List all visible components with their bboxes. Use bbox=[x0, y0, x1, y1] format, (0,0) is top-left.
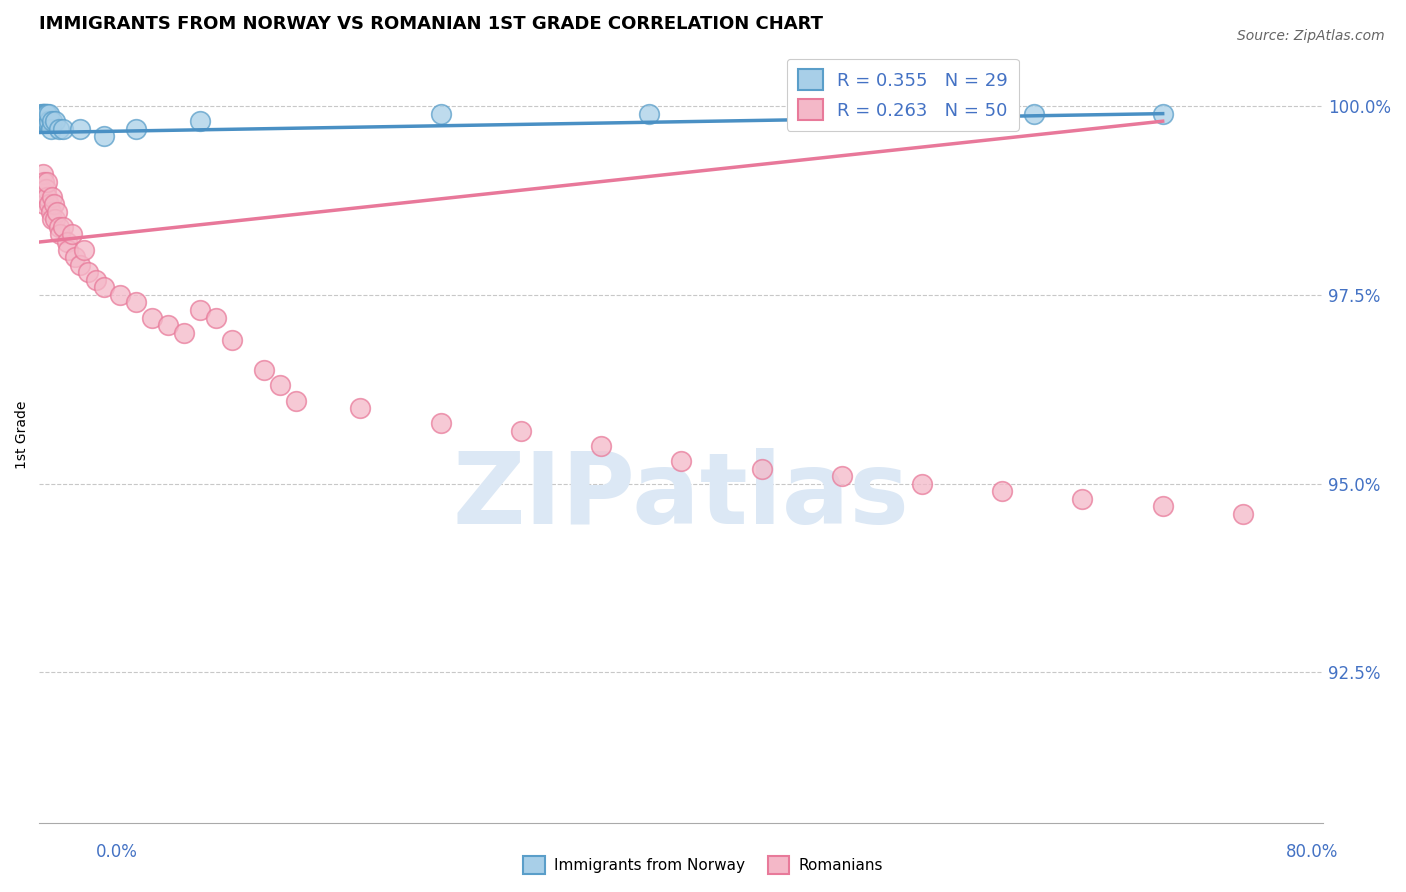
Point bbox=[285, 393, 308, 408]
Point bbox=[32, 106, 55, 120]
Point bbox=[32, 197, 55, 211]
Point bbox=[1071, 491, 1094, 506]
Point bbox=[41, 114, 63, 128]
Point bbox=[141, 310, 163, 325]
Point bbox=[188, 114, 211, 128]
Point bbox=[46, 204, 69, 219]
Text: 80.0%: 80.0% bbox=[1286, 843, 1339, 861]
Point bbox=[39, 121, 62, 136]
Point bbox=[58, 243, 80, 257]
Point bbox=[39, 204, 62, 219]
Point bbox=[32, 175, 55, 189]
Point bbox=[37, 106, 59, 120]
Point bbox=[48, 121, 70, 136]
Point bbox=[429, 416, 451, 430]
Point bbox=[49, 227, 72, 242]
Legend: Immigrants from Norway, Romanians: Immigrants from Norway, Romanians bbox=[517, 850, 889, 880]
Point bbox=[37, 190, 59, 204]
Point bbox=[42, 197, 65, 211]
Point bbox=[38, 197, 60, 211]
Point bbox=[35, 106, 58, 120]
Point bbox=[269, 378, 291, 392]
Point bbox=[205, 310, 228, 325]
Point bbox=[32, 114, 55, 128]
Point bbox=[93, 129, 115, 144]
Point bbox=[349, 401, 371, 416]
Point bbox=[108, 288, 131, 302]
Point bbox=[1152, 106, 1174, 120]
Point bbox=[76, 265, 98, 279]
Point bbox=[38, 114, 60, 128]
Point bbox=[31, 106, 53, 120]
Point bbox=[35, 182, 58, 196]
Point bbox=[44, 212, 66, 227]
Point bbox=[911, 476, 934, 491]
Point bbox=[37, 114, 59, 128]
Point bbox=[671, 454, 693, 468]
Point bbox=[31, 167, 53, 181]
Text: 0.0%: 0.0% bbox=[96, 843, 138, 861]
Point bbox=[31, 106, 53, 120]
Point bbox=[52, 121, 75, 136]
Point bbox=[31, 114, 53, 128]
Point bbox=[429, 106, 451, 120]
Text: Source: ZipAtlas.com: Source: ZipAtlas.com bbox=[1237, 29, 1385, 43]
Point bbox=[48, 219, 70, 234]
Y-axis label: 1st Grade: 1st Grade bbox=[15, 401, 30, 469]
Point bbox=[55, 235, 77, 249]
Point bbox=[69, 121, 91, 136]
Point bbox=[173, 326, 195, 340]
Point bbox=[221, 333, 243, 347]
Point bbox=[30, 182, 52, 196]
Point bbox=[41, 212, 63, 227]
Point bbox=[30, 114, 52, 128]
Point bbox=[52, 219, 75, 234]
Point bbox=[37, 175, 59, 189]
Point bbox=[44, 114, 66, 128]
Point bbox=[73, 243, 96, 257]
Point bbox=[589, 439, 612, 453]
Point bbox=[35, 106, 58, 120]
Point bbox=[1024, 106, 1046, 120]
Point bbox=[831, 106, 853, 120]
Point bbox=[638, 106, 661, 120]
Point bbox=[84, 273, 107, 287]
Point bbox=[69, 258, 91, 272]
Text: ZIPatlas: ZIPatlas bbox=[453, 449, 910, 545]
Point bbox=[509, 424, 531, 438]
Point bbox=[32, 106, 55, 120]
Point bbox=[253, 363, 276, 377]
Text: IMMIGRANTS FROM NORWAY VS ROMANIAN 1ST GRADE CORRELATION CHART: IMMIGRANTS FROM NORWAY VS ROMANIAN 1ST G… bbox=[39, 15, 824, 33]
Point bbox=[188, 303, 211, 318]
Point bbox=[41, 190, 63, 204]
Point bbox=[156, 318, 179, 332]
Point bbox=[38, 106, 60, 120]
Legend: R = 0.355   N = 29, R = 0.263   N = 50: R = 0.355 N = 29, R = 0.263 N = 50 bbox=[787, 59, 1019, 131]
Point bbox=[31, 190, 53, 204]
Point bbox=[1232, 507, 1254, 521]
Point bbox=[831, 469, 853, 483]
Point bbox=[93, 280, 115, 294]
Point bbox=[991, 484, 1014, 499]
Point bbox=[125, 295, 148, 310]
Point bbox=[35, 114, 58, 128]
Point bbox=[30, 106, 52, 120]
Point bbox=[63, 250, 86, 264]
Point bbox=[1152, 500, 1174, 514]
Point bbox=[751, 461, 773, 475]
Point bbox=[60, 227, 83, 242]
Point bbox=[125, 121, 148, 136]
